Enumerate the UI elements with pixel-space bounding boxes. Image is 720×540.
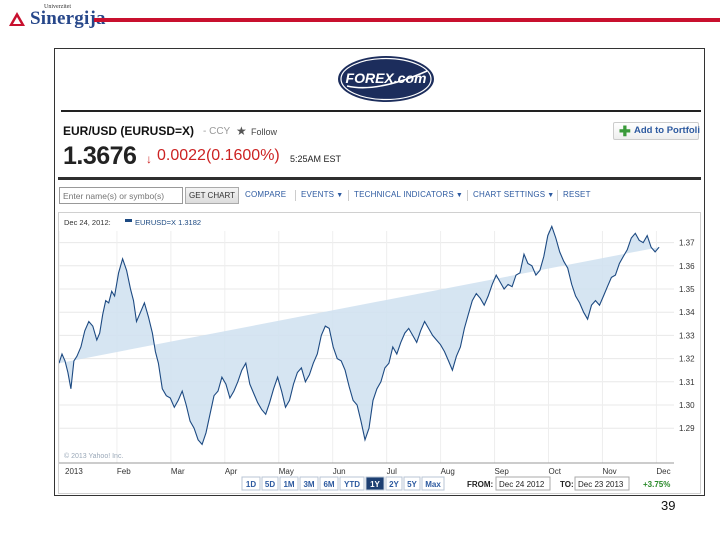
slide-number: 39 [661,498,676,513]
chart-settings-label: CHART SETTINGS [473,190,546,199]
technical-indicators-menu[interactable]: TECHNICAL INDICATORS ▼ [354,190,463,199]
x-tick-label: Sep [495,467,510,476]
series-swatch [125,219,132,222]
reset-link[interactable]: RESET [563,190,591,199]
from-label: FROM: [467,480,493,489]
period-button-6m [319,476,339,491]
period-button-1d [241,476,261,491]
x-tick-label: Apr [225,467,238,476]
period-label[interactable]: 1D [246,480,256,489]
divider [61,110,701,112]
period-label[interactable]: 3M [303,480,314,489]
technical-indicators-label: TECHNICAL INDICATORS [354,190,454,199]
period-label[interactable]: 1M [283,480,294,489]
y-tick-label: 1.29 [679,424,695,433]
period-button-1y [365,476,385,491]
y-tick-label: 1.34 [679,308,695,317]
y-tick-label: 1.30 [679,401,695,410]
period-label[interactable]: Max [425,480,441,489]
x-tick-label: Nov [602,467,616,476]
period-label[interactable]: 6M [323,480,334,489]
y-tick-label: 1.33 [679,331,695,340]
period-button-max [421,476,445,491]
y-tick-label: 1.35 [679,285,695,294]
chart-toolbar: GET CHART COMPARE EVENTS▼ TECHNICAL INDI… [59,187,699,205]
period-button-1m [279,476,299,491]
symbol-search-input[interactable] [59,187,183,204]
forex-logo: FOREX.com [338,56,434,102]
y-tick-label: 1.32 [679,355,695,364]
to-date-value: Dec 23 2013 [578,480,624,489]
logo-title: Sinergija [30,8,106,29]
x-tick-label: Mar [171,467,185,476]
university-logo: Univerzitet Sinergija [8,4,106,32]
logo-subtitle: Univerzitet [44,4,71,10]
x-tick-label: Feb [117,467,131,476]
y-tick-label: 1.31 [679,378,695,387]
period-button-ytd [339,476,365,491]
chart-header-series: EURUSD=X 1.3182 [135,218,201,227]
y-tick-label: 1.37 [679,239,695,248]
range-change-pct: +3.75% [643,480,670,489]
down-arrow-icon: ↓ [146,152,152,166]
period-label[interactable]: 2Y [389,480,399,489]
x-tick-label: Dec [656,467,670,476]
events-label: EVENTS [301,190,335,199]
caret-down-icon: ▼ [455,192,464,199]
period-label[interactable]: 5D [265,480,275,489]
compare-link[interactable]: COMPARE [245,190,287,199]
chart-header-date: Dec 24, 2012: [64,218,111,227]
forex-screenshot: FOREX.com EUR/USD (EURUSD=X) - CCY ★ Fol… [54,48,705,496]
price-chart-panel: 1.37 1.36 1.35 1.34 1.33 1.32 1.31 1.30 1.29 2013… [58,212,701,494]
last-price: 1.3676 [63,142,137,170]
price-change: 0.0022(0.1600%) [157,147,280,164]
toolbar-divider [557,190,558,201]
price-chart: 1.37 1.36 1.35 1.34 1.33 1.32 1.31 1.30 1.29 2013… [59,218,695,491]
price-line [59,224,660,446]
x-tick-label: 2013 [65,467,83,476]
events-menu[interactable]: EVENTS ▼ [301,190,343,199]
caret-down-icon: ▼ [336,192,344,199]
toolbar-divider [295,190,296,201]
period-label[interactable]: 1Y [370,480,380,489]
follow-link[interactable]: Follow [251,127,278,137]
period-button-5y [403,476,421,491]
chart-watermark: © 2013 Yahoo! Inc. [64,452,123,460]
x-tick-label: Jun [333,467,346,476]
x-tick-label: Aug [441,467,455,476]
toolbar-divider [467,190,468,201]
quote-type: - CCY [203,126,231,137]
x-tick-label: May [279,467,294,476]
period-label[interactable]: YTD [344,480,360,489]
to-label: TO: [560,480,574,489]
period-button-2y [385,476,403,491]
divider [58,177,701,180]
period-label[interactable]: 5Y [407,480,417,489]
chart-settings-menu[interactable]: CHART SETTINGS ▼ [473,190,554,199]
price-area [59,226,660,445]
header-rule [94,18,720,22]
caret-down-icon: ▼ [547,192,555,199]
add-to-portfolio-button[interactable]: ✚ Add to Portfoli [613,122,700,140]
quote-title: EUR/USD (EURUSD=X) [63,124,195,138]
get-chart-button[interactable]: GET CHART [185,187,239,204]
y-tick-label: 1.36 [679,262,695,271]
plus-icon: ✚ [619,123,631,139]
x-tick-label: Oct [549,467,562,476]
logo-emblem-icon [9,12,25,26]
toolbar-divider [348,190,349,201]
period-button-5d [261,476,279,491]
from-date-value: Dec 24 2012 [499,480,545,489]
period-button-3m [299,476,319,491]
quote-time: 5:25AM EST [290,154,342,164]
star-icon[interactable]: ★ [236,124,247,138]
add-to-portfolio-label: Add to Portfoli [634,125,700,136]
forex-logo-text: FOREX.com [346,70,427,86]
x-tick-label: Jul [387,467,397,476]
from-date-field [495,476,551,491]
to-date-field [574,476,630,491]
